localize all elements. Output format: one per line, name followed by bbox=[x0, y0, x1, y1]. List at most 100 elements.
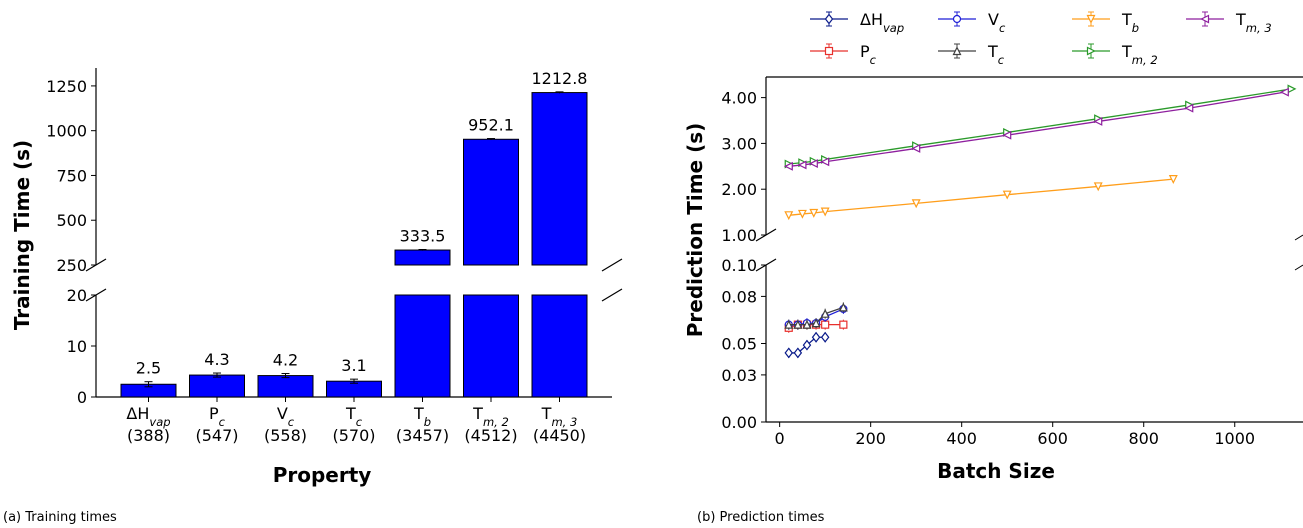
b-data-point bbox=[793, 347, 803, 359]
b-data-point bbox=[793, 319, 803, 329]
a-data-label: 4.3 bbox=[204, 350, 229, 369]
b-data-point bbox=[811, 331, 821, 343]
a-y-tick-label: 20 bbox=[67, 286, 87, 305]
a-y-tick-label: 750 bbox=[56, 166, 87, 185]
a-data-label: 4.2 bbox=[273, 351, 298, 370]
a-x-tick-count: (3457) bbox=[396, 426, 449, 445]
b-legend-label: Pc bbox=[860, 42, 877, 67]
b-legend-label: Vc bbox=[988, 10, 1006, 35]
a-x-tick-count: (570) bbox=[332, 426, 375, 445]
a-data-label: 952.1 bbox=[468, 116, 514, 135]
b-data-point bbox=[797, 160, 807, 170]
b-data-point bbox=[1002, 130, 1012, 140]
b-data-point bbox=[1168, 175, 1178, 184]
b-legend-marker bbox=[824, 46, 834, 56]
a-y-tick-label: 500 bbox=[56, 211, 87, 230]
a-data-label: 1212.8 bbox=[532, 69, 588, 88]
b-series-line bbox=[788, 88, 1292, 165]
b-legend-marker bbox=[1086, 14, 1096, 24]
b-data-point bbox=[802, 319, 812, 329]
b-y-tick-label: 0.00 bbox=[721, 413, 757, 432]
b-data-point bbox=[784, 211, 794, 221]
a-x-tick-count: (4450) bbox=[533, 426, 586, 445]
b-legend-marker bbox=[952, 14, 962, 24]
a-y-tick-label: 0 bbox=[77, 388, 87, 407]
a-x-tick-count: (547) bbox=[195, 426, 238, 445]
a-bar-lower-part bbox=[531, 294, 588, 398]
b-data-point bbox=[797, 209, 807, 219]
b-data-point bbox=[802, 339, 812, 351]
a-x-tick-label: Vc bbox=[277, 404, 295, 429]
b-data-point bbox=[820, 308, 830, 318]
b-legend-marker bbox=[1200, 14, 1210, 24]
b-x-tick-label: 1000 bbox=[1214, 429, 1255, 448]
b-data-point bbox=[1093, 116, 1103, 126]
b-x-tick-label: 600 bbox=[1037, 429, 1068, 448]
b-data-point bbox=[809, 208, 819, 218]
b-data-point bbox=[1093, 182, 1103, 192]
b-x-axis-label: Batch Size bbox=[937, 459, 1055, 483]
b-break-mark-right-upper bbox=[1294, 234, 1303, 241]
b-data-point bbox=[839, 320, 848, 329]
b-legend-marker bbox=[824, 13, 834, 25]
b-data-point bbox=[911, 199, 921, 209]
b-legend-label: Tc bbox=[987, 42, 1005, 67]
b-data-point bbox=[1287, 84, 1297, 94]
a-break-mark-right-lower bbox=[601, 288, 623, 302]
a-bar-lower-part bbox=[463, 294, 519, 398]
b-y-tick-label: 2.00 bbox=[721, 180, 757, 199]
a-y-tick-label: 10 bbox=[67, 337, 87, 356]
b-x-tick-label: 200 bbox=[855, 429, 886, 448]
b-y-tick-label: 0.05 bbox=[721, 335, 757, 354]
a-x-tick-label: Tc bbox=[345, 404, 363, 429]
b-data-point bbox=[784, 319, 794, 329]
a-x-tick-label: ΔHvap bbox=[126, 404, 170, 429]
a-break-mark-right-upper bbox=[601, 258, 623, 272]
a-bar-upper-part bbox=[531, 92, 588, 266]
b-data-point bbox=[820, 207, 830, 217]
b-legend-label: ΔHvap bbox=[860, 10, 904, 35]
b-y-tick-label: 1.00 bbox=[721, 226, 757, 245]
b-y-tick-label: 0.03 bbox=[721, 366, 757, 385]
caption-prediction-times: (b) Prediction times bbox=[697, 510, 825, 525]
b-y-tick-label: 3.00 bbox=[721, 134, 757, 153]
a-x-tick-label: Tm, 2 bbox=[472, 404, 509, 429]
b-legend-marker bbox=[1086, 46, 1096, 56]
b-data-point bbox=[1279, 87, 1289, 97]
b-y-tick-label: 0.08 bbox=[721, 287, 757, 306]
a-data-label: 3.1 bbox=[341, 356, 366, 375]
a-bar-upper-part bbox=[463, 138, 519, 266]
b-x-tick-label: 800 bbox=[1128, 429, 1159, 448]
b-data-point bbox=[784, 347, 794, 359]
a-bar-lower-part bbox=[394, 294, 451, 398]
a-x-tick-label: Tb bbox=[413, 404, 431, 429]
a-x-tick-label: Tm, 3 bbox=[541, 404, 578, 429]
b-y-tick-label: 4.00 bbox=[721, 89, 757, 108]
a-data-label: 2.5 bbox=[136, 359, 161, 378]
b-legend-label: Tm, 3 bbox=[1235, 10, 1272, 35]
caption-training-times: (a) Training times bbox=[3, 510, 117, 525]
b-data-point bbox=[783, 161, 793, 171]
a-x-tick-count: (388) bbox=[127, 426, 170, 445]
b-data-point bbox=[820, 331, 830, 343]
a-data-label: 333.5 bbox=[400, 227, 446, 246]
b-legend-label: Tb bbox=[1121, 10, 1139, 35]
b-legend-label: Tm, 2 bbox=[1121, 42, 1158, 67]
b-y-tick-label: 0.10 bbox=[721, 256, 757, 275]
a-y-tick-label: 1250 bbox=[46, 77, 87, 96]
b-data-point bbox=[838, 302, 848, 312]
a-bar-upper-part bbox=[394, 249, 451, 266]
b-series-line bbox=[788, 91, 1285, 167]
a-y-axis-label: Training Time (s) bbox=[10, 140, 34, 330]
a-x-tick-count: (4512) bbox=[464, 426, 517, 445]
b-data-point bbox=[808, 159, 818, 169]
b-series-line bbox=[788, 178, 1174, 216]
b-break-mark-right-lower bbox=[1294, 264, 1303, 271]
a-x-axis-label: Property bbox=[273, 463, 372, 487]
a-bar bbox=[257, 375, 314, 398]
b-data-point bbox=[811, 318, 821, 328]
b-x-tick-label: 400 bbox=[946, 429, 977, 448]
b-x-tick-label: 0 bbox=[775, 429, 785, 448]
b-data-point bbox=[820, 157, 830, 167]
